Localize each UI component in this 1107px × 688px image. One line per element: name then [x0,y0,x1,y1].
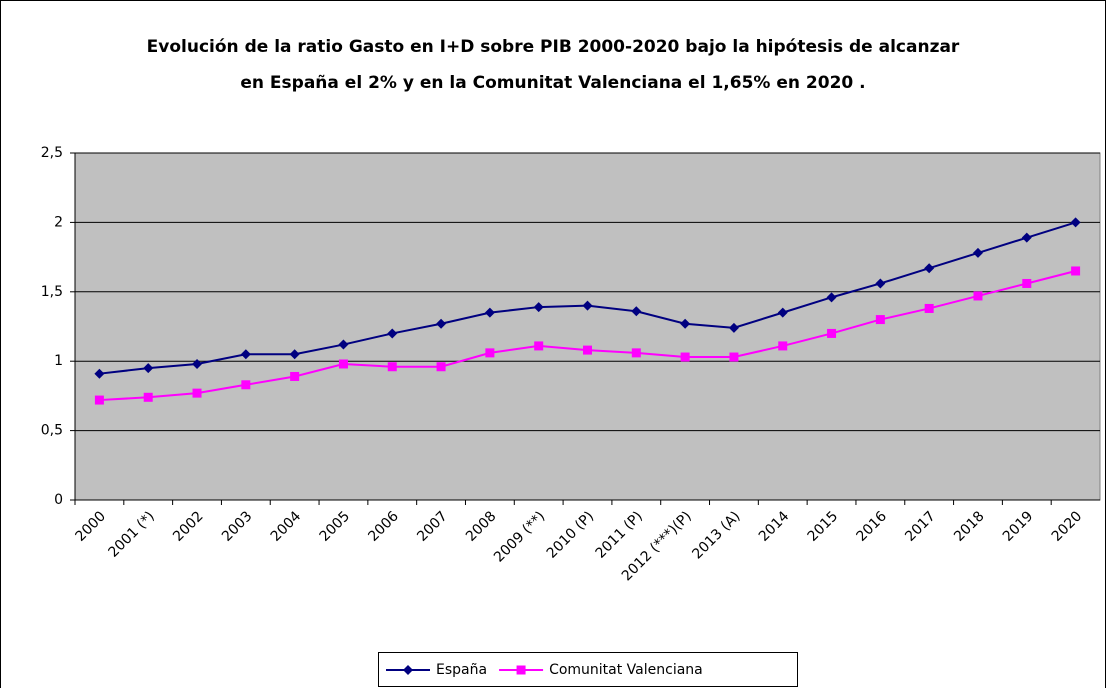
marker [534,341,544,351]
legend-marker [516,665,526,675]
marker [436,362,446,372]
marker [289,349,300,360]
marker [192,388,202,398]
marker [973,291,983,301]
marker [484,307,495,318]
y-tick-label: 0,5 [41,423,63,439]
y-tick-label: 2 [54,214,63,230]
marker [1022,278,1032,288]
marker [241,380,251,390]
marker [582,300,593,311]
chart-title: Evolución de la ratio Gasto en I+D sobre… [147,37,960,57]
marker [583,345,592,355]
marker [1071,266,1081,276]
marker [728,322,739,333]
marker [680,318,691,329]
marker [338,359,348,369]
y-tick-label: 1,5 [41,284,63,300]
chart-title: en España el 2% y en la Comunitat Valenc… [240,73,865,93]
marker [777,307,788,318]
marker [387,362,397,372]
legend-label: Comunitat Valenciana [549,662,703,678]
marker [631,306,642,317]
legend-label: España [436,662,487,678]
y-tick-label: 0 [54,492,63,508]
marker [680,352,690,362]
marker [290,371,300,381]
marker [972,247,983,258]
marker [338,339,349,350]
marker [924,263,935,274]
marker [1021,232,1032,243]
marker [436,318,447,329]
marker [778,341,788,351]
marker [827,328,837,338]
marker [485,348,495,358]
marker [94,395,104,405]
y-tick-label: 1 [54,353,63,369]
marker [875,315,885,325]
marker [387,328,398,339]
marker [729,352,739,362]
plot-area [74,152,1101,501]
marker [143,363,154,374]
marker [143,392,153,402]
y-tick-label: 2,5 [41,145,63,161]
marker [240,349,251,360]
legend: España Comunitat Valenciana [378,652,798,687]
legend-box [378,652,798,687]
marker [1070,217,1081,228]
marker [94,368,105,379]
marker [875,278,886,289]
marker [924,303,934,313]
marker [533,302,544,313]
marker [631,348,641,358]
marker [192,358,203,369]
legend-marker [403,665,413,675]
marker [826,292,837,303]
